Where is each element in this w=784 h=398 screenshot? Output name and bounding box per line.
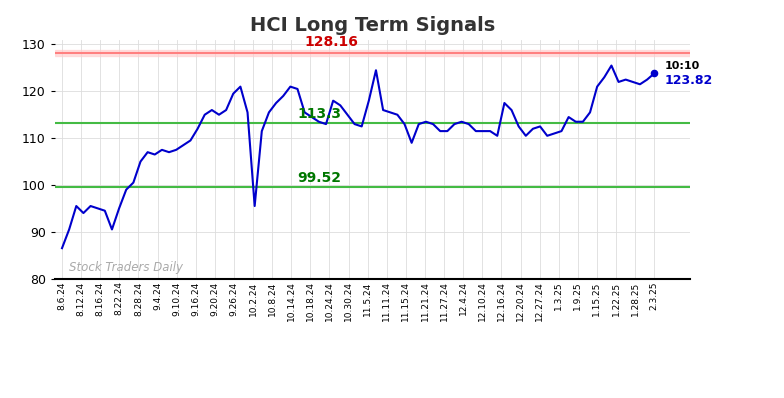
Text: Stock Traders Daily: Stock Traders Daily (69, 261, 183, 274)
Title: HCI Long Term Signals: HCI Long Term Signals (250, 16, 495, 35)
Text: 113.3: 113.3 (298, 107, 342, 121)
Bar (55, 50, 690, 56)
Text: 10:10: 10:10 (665, 61, 700, 71)
Point (648, 70, 660, 76)
Text: 123.82: 123.82 (665, 74, 713, 87)
Text: 99.52: 99.52 (298, 171, 342, 185)
Text: 128.16: 128.16 (305, 35, 358, 49)
